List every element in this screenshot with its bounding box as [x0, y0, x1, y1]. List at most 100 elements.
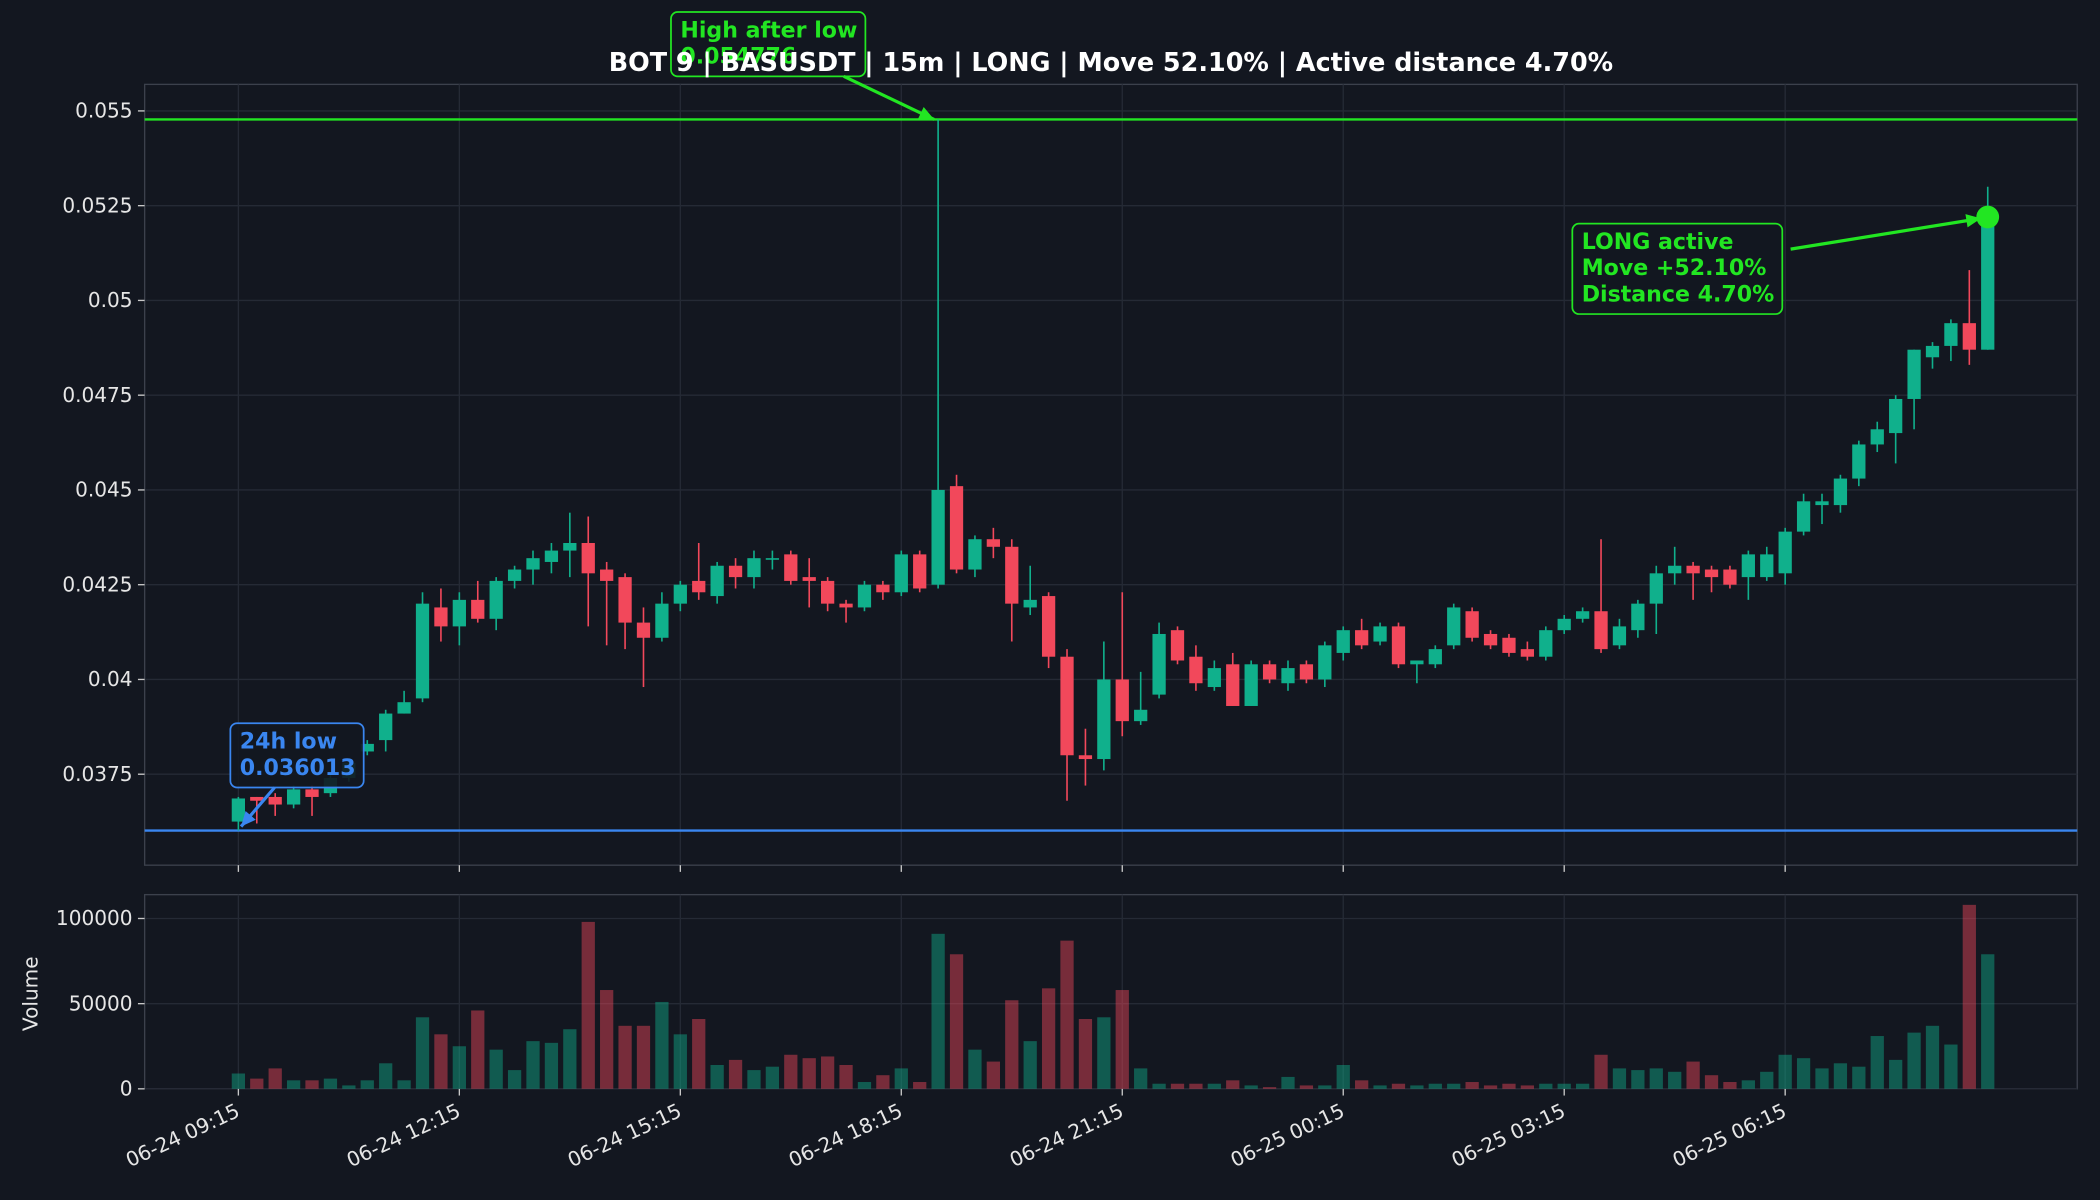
volume-bar — [397, 1080, 411, 1089]
candle-body — [1925, 345, 1940, 358]
candle-body — [839, 603, 853, 608]
volume-bar — [1796, 1058, 1811, 1089]
candle-body — [526, 558, 540, 570]
candle-body — [1502, 637, 1516, 653]
volume-bar — [544, 1042, 559, 1089]
volume-bar — [857, 1082, 872, 1089]
candle-body — [268, 796, 282, 805]
volume-bar — [1557, 1083, 1571, 1089]
volume-bar — [1870, 1036, 1884, 1089]
candle-body — [1981, 217, 1995, 350]
candle-body — [673, 584, 687, 604]
candle-body — [563, 543, 577, 551]
status-annotation-text: Distance 4.70% — [1582, 281, 1775, 307]
candle-body — [1760, 554, 1774, 578]
volume-bar — [1778, 1054, 1792, 1089]
candle-body — [1852, 444, 1866, 479]
volume-bar — [1668, 1071, 1682, 1089]
volume-bar — [1097, 1017, 1111, 1089]
volume-bar — [1262, 1087, 1277, 1089]
candle-body — [1668, 565, 1682, 574]
y-tick-label: 0.055 — [75, 99, 132, 123]
candle-body — [728, 565, 743, 578]
volume-bar — [1594, 1054, 1608, 1089]
volume-bar — [1981, 954, 1995, 1089]
candle-body — [1281, 668, 1295, 684]
candle-body — [1575, 611, 1590, 619]
candle-body — [1078, 755, 1093, 760]
candle-body — [471, 599, 485, 619]
candle-body — [489, 580, 503, 619]
volume-bar — [250, 1078, 264, 1089]
volume-bar — [1723, 1082, 1737, 1089]
volume-bar — [1962, 904, 1976, 1089]
volume-bar — [1833, 1063, 1848, 1089]
volume-bar — [1447, 1083, 1461, 1089]
candle-body — [415, 603, 430, 699]
volume-axis-label: Volume — [19, 956, 43, 1031]
candle-body — [1041, 596, 1056, 657]
candle-body — [968, 539, 982, 570]
low-annotation-text: 24h low — [240, 729, 337, 755]
volume-bar — [1686, 1061, 1700, 1089]
candle-body — [1962, 323, 1976, 350]
high-annotation-text: High after low — [680, 18, 857, 44]
y-tick-label: 0.045 — [75, 478, 132, 502]
status-annotation-box — [1571, 222, 1784, 315]
volume-bar — [489, 1049, 503, 1089]
volume-bar — [286, 1080, 301, 1089]
candle-body — [1115, 679, 1129, 722]
candle-body — [1520, 649, 1535, 657]
volume-bar — [913, 1082, 927, 1089]
volume-tick-label: 50000 — [69, 991, 133, 1015]
candle-body — [1299, 664, 1314, 680]
volume-bar — [1649, 1068, 1663, 1089]
volume-bar — [1575, 1083, 1590, 1089]
candle-body — [857, 584, 872, 608]
volume-bar — [1520, 1085, 1535, 1089]
volume-bar — [1428, 1083, 1442, 1089]
candle-body — [544, 550, 559, 562]
volume-bar — [710, 1064, 724, 1089]
status-marker — [1976, 205, 2000, 229]
candle-body — [1023, 599, 1037, 608]
volume-bar — [342, 1085, 356, 1089]
volume-bar — [1502, 1083, 1516, 1089]
volume-bar — [784, 1054, 798, 1089]
volume-bar — [1631, 1070, 1645, 1089]
candle-body — [1594, 611, 1608, 650]
volume-bar — [1115, 990, 1129, 1089]
candle-body — [1778, 531, 1792, 574]
candle-body — [1244, 664, 1258, 706]
y-tick-label: 0.05 — [88, 288, 133, 312]
candle-body — [397, 702, 411, 714]
y-tick-label: 0.04 — [88, 667, 133, 691]
volume-bar — [636, 1025, 651, 1089]
low-arrow-head — [241, 811, 256, 827]
volume-bar — [1060, 940, 1074, 1089]
candle-body — [710, 565, 724, 597]
candle-body — [1649, 573, 1663, 604]
candle-body — [379, 713, 393, 741]
candle-body — [286, 789, 301, 805]
candle-body — [1557, 618, 1571, 631]
volume-bar — [323, 1078, 338, 1089]
volume-bar — [231, 1073, 246, 1089]
volume-bar — [1741, 1080, 1755, 1089]
volume-bar — [1226, 1080, 1240, 1089]
volume-tick-label: 0 — [120, 1077, 133, 1101]
candle-body — [1833, 478, 1848, 506]
volume-bar — [802, 1058, 816, 1089]
volume-bar — [434, 1034, 448, 1089]
volume-bar — [876, 1075, 890, 1089]
volume-bar — [1483, 1085, 1498, 1089]
candle-body — [1226, 664, 1240, 706]
volume-bar — [526, 1041, 540, 1089]
volume-bar — [1207, 1083, 1221, 1089]
volume-bar — [1925, 1025, 1940, 1089]
volume-bar — [1318, 1085, 1332, 1089]
candle-body — [1336, 630, 1350, 653]
candle-body — [802, 577, 816, 581]
